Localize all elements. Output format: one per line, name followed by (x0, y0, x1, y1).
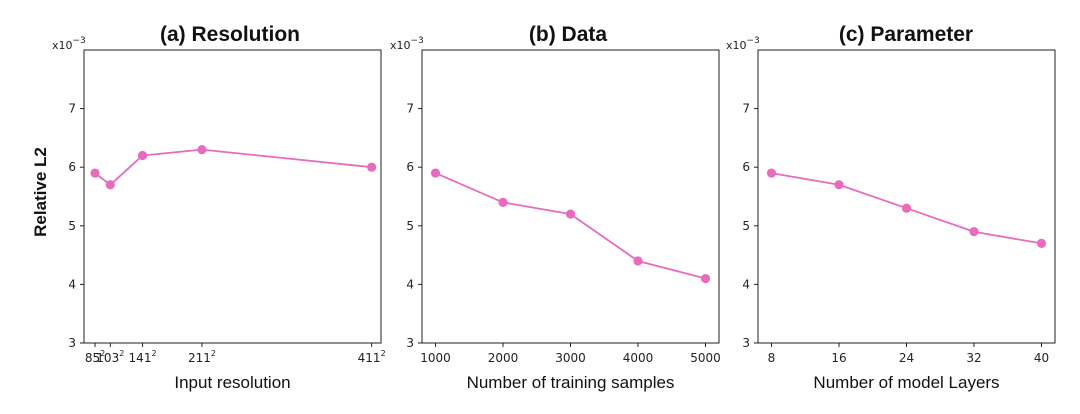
chart-panel-2: (b) Data x10−3 3 4 5 6 7 1000 2000 3000 4000 5000 Nu… (390, 23, 721, 392)
x-tick-label: 3000 (555, 351, 586, 365)
data-point (834, 180, 844, 190)
chart-title: (c) Parameter (839, 23, 973, 46)
x-tick-label: 8 (768, 351, 776, 365)
y-tick-label: 6 (68, 160, 76, 174)
data-point (367, 162, 377, 172)
y-axis-label: Relative L2 (31, 147, 50, 237)
x-tick-label: 24 (899, 351, 914, 365)
data-point (90, 168, 100, 178)
chart-title: (a) Resolution (160, 23, 300, 46)
x-tick-label: 32 (966, 351, 981, 365)
data-point (105, 180, 115, 190)
x-tick-label: 1032 (96, 349, 124, 365)
series-line (435, 172, 706, 280)
chart-title: (b) Data (529, 23, 607, 46)
x-axis-label: Number of training samples (467, 373, 675, 392)
y-tick-label: 5 (68, 219, 76, 233)
y-scale-multiplier: x10−3 (390, 36, 424, 52)
x-axis-label: Input resolution (174, 373, 290, 392)
series-line (94, 148, 372, 186)
data-point (137, 150, 148, 161)
plot-frame (83, 49, 382, 344)
x-tick-label: 40 (1034, 351, 1049, 365)
y-tick-label: 5 (406, 219, 414, 233)
data-point (901, 203, 912, 213)
x-tick-label: 16 (831, 351, 846, 365)
x-tick-label: 4000 (623, 351, 654, 365)
data-point (700, 273, 711, 284)
data-point (1036, 238, 1047, 248)
x-tick-label: 2112 (188, 349, 216, 365)
plot-frame (421, 49, 720, 344)
y-scale-multiplier: x10−3 (52, 36, 86, 52)
x-tick-label: 1412 (129, 349, 157, 365)
x-tick-label: 5000 (690, 351, 721, 365)
data-point (766, 168, 777, 178)
y-tick-label: 7 (742, 102, 750, 116)
y-tick-label: 3 (68, 336, 76, 350)
y-tick-label: 4 (68, 277, 76, 291)
data-point (498, 197, 508, 207)
y-scale-multiplier: x10−3 (726, 36, 760, 52)
y-tick-label: 6 (742, 160, 750, 174)
data-point (565, 209, 576, 219)
y-tick-label: 3 (742, 336, 750, 350)
y-tick-label: 3 (406, 336, 414, 350)
x-tick-label: 4112 (358, 349, 386, 365)
y-tick-label: 4 (406, 277, 414, 291)
chart-panel-3: (c) Parameter x10−3 3 4 5 6 7 8 16 24 32 40 Number o… (726, 23, 1056, 392)
data-point (430, 168, 441, 178)
x-axis-label: Number of model Layers (813, 373, 999, 392)
data-point (197, 145, 207, 155)
x-tick-label: 2000 (488, 351, 519, 365)
x-tick-label: 1000 (420, 351, 451, 365)
y-tick-label: 7 (68, 102, 76, 116)
y-tick-label: 7 (406, 102, 414, 116)
data-point (633, 256, 643, 266)
plot-frame (757, 49, 1056, 344)
y-tick-label: 5 (742, 219, 750, 233)
x-tick-label: 852 (85, 349, 105, 365)
y-tick-label: 4 (742, 277, 750, 291)
data-point (969, 227, 979, 237)
y-tick-label: 6 (406, 160, 414, 174)
